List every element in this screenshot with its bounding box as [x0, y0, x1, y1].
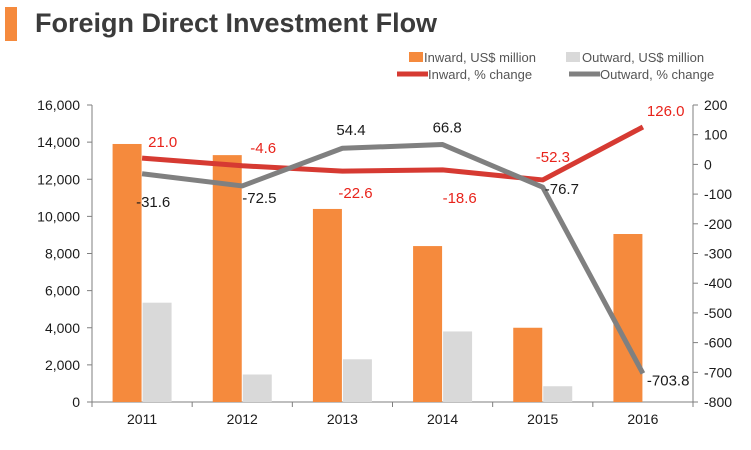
y-left-tick-label: 8,000 [45, 246, 80, 262]
x-tick-label: 2011 [127, 411, 157, 427]
y-left-tick-label: 0 [72, 394, 80, 410]
outward-bar [342, 359, 372, 402]
y-left-tick-label: 16,000 [37, 97, 80, 113]
inward-bar [112, 143, 142, 402]
y-left-tick-label: 12,000 [37, 171, 80, 187]
outward-change-data-label: 54.4 [336, 122, 365, 139]
inward-bar [413, 246, 443, 402]
x-tick-label: 2014 [427, 411, 458, 427]
inward-change-data-label: 126.0 [647, 103, 685, 120]
outward-change-data-label: 66.8 [433, 120, 462, 137]
y-right-tick-label: -600 [704, 335, 732, 351]
y-right-tick-label: -500 [704, 305, 732, 321]
x-tick-label: 2016 [627, 411, 658, 427]
inward-change-data-label: -52.3 [536, 149, 570, 166]
x-tick-label: 2013 [327, 411, 358, 427]
y-left-tick-label: 14,000 [37, 134, 80, 150]
y-right-tick-label: -200 [704, 216, 732, 232]
inward-change-data-label: -22.6 [338, 185, 372, 202]
y-right-tick-label: 100 [704, 127, 728, 143]
inward-bar [513, 327, 543, 402]
y-right-tick-label: -300 [704, 246, 732, 262]
inward-change-data-label: 21.0 [148, 134, 177, 151]
y-right-tick-label: -100 [704, 186, 732, 202]
outward-change-data-label: -31.6 [136, 194, 170, 211]
legend-outward-line-label: Outward, % change [600, 67, 714, 82]
y-left-tick-label: 10,000 [37, 208, 80, 224]
outward-change-line [141, 142, 646, 375]
outward-change-data-label: -72.5 [242, 190, 276, 207]
legend-outward-bar-swatch [566, 52, 580, 62]
outward-bar [543, 386, 573, 402]
y-right-tick-label: 200 [704, 97, 728, 113]
outward-bar [443, 331, 473, 402]
y-left-tick-label: 4,000 [45, 320, 80, 336]
legend-inward-bar-swatch [409, 52, 423, 62]
chart-title: Foreign Direct Investment Flow [35, 8, 438, 38]
y-left-tick-label: 6,000 [45, 283, 80, 299]
y-right-tick-label: -400 [704, 275, 732, 291]
inward-change-data-label: -4.6 [250, 140, 276, 157]
x-tick-label: 2015 [527, 411, 558, 427]
inward-bar [312, 208, 342, 402]
y-right-tick-label: -700 [704, 364, 732, 380]
inward-change-line [141, 124, 645, 183]
inward-bar [212, 155, 242, 402]
legend-inward-line-label: Inward, % change [428, 67, 532, 82]
title-accent-bar [5, 7, 17, 41]
inward-change-data-label: -18.6 [443, 190, 477, 207]
outward-bar [242, 374, 272, 402]
legend-inward-bar-label: Inward, US$ million [424, 50, 536, 65]
y-left-tick-label: 2,000 [45, 357, 80, 373]
outward-bar [142, 302, 172, 402]
y-right-tick-label: -800 [704, 394, 732, 410]
outward-change-data-label: -703.8 [647, 372, 690, 389]
y-right-tick-label: 0 [704, 156, 712, 172]
outward-change-data-label: -76.7 [545, 181, 579, 198]
legend-outward-bar-label: Outward, US$ million [582, 50, 704, 65]
inward-bar [613, 234, 643, 402]
x-tick-label: 2012 [227, 411, 258, 427]
